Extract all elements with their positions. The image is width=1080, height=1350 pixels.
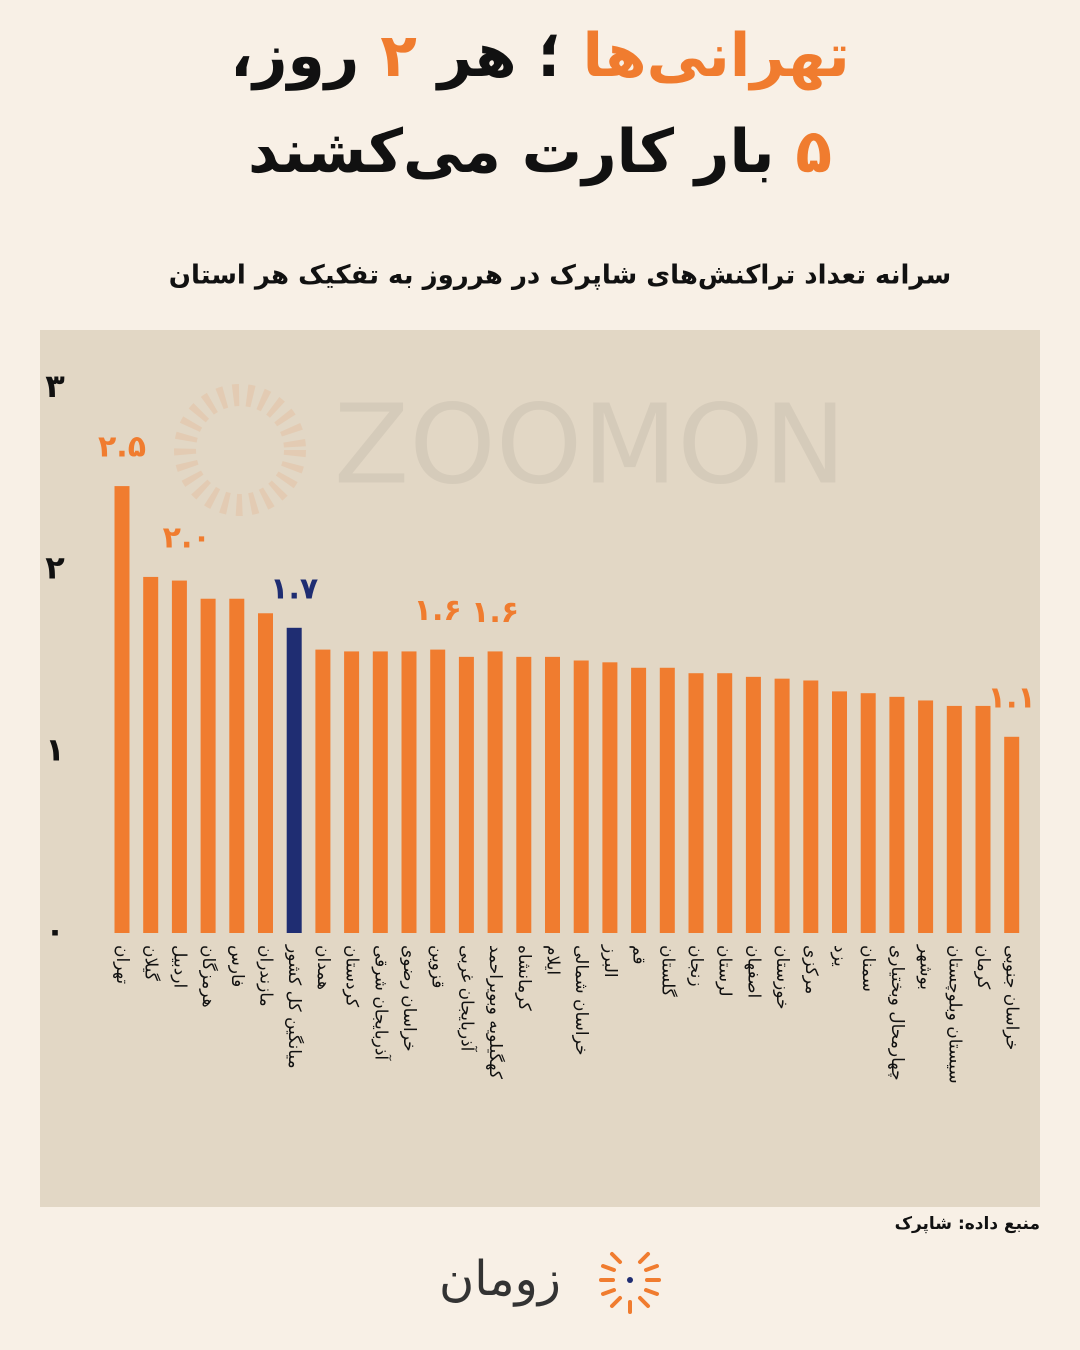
title-segment: ۵ bbox=[795, 117, 833, 187]
x-tick-label: میانگین کل کشور bbox=[284, 944, 305, 1069]
title-segment: ۲ bbox=[380, 21, 417, 91]
x-tick-label: سیستان وبلوچستان bbox=[944, 945, 964, 1084]
bar bbox=[344, 651, 360, 933]
bar bbox=[516, 656, 532, 933]
x-tick-label: کرمانشاه bbox=[514, 945, 534, 1012]
bar bbox=[401, 651, 417, 933]
subtitle: سرانه تعداد تراکنش‌های شاپرک در هرروز به… bbox=[169, 261, 951, 291]
bar bbox=[258, 613, 273, 933]
bar bbox=[860, 693, 876, 933]
bar bbox=[286, 627, 302, 933]
bar bbox=[889, 696, 905, 933]
title: تهرانی‌ها ؛ هر ۲ روز، ۵ بار کارت می‌کشند bbox=[0, 8, 1080, 200]
bar bbox=[717, 673, 733, 933]
x-tick-label: خوزستان bbox=[772, 945, 792, 1010]
watermark: ZOOMON bbox=[334, 380, 846, 508]
bar bbox=[229, 598, 245, 933]
bar bbox=[918, 700, 934, 933]
x-tick-label: آذربایجان غربی bbox=[456, 945, 478, 1053]
y-tick-label: ۰ bbox=[45, 912, 65, 950]
title-segment: ؛ هر bbox=[416, 21, 583, 91]
value-label: ۱.۶ bbox=[471, 595, 519, 630]
bar bbox=[803, 680, 819, 933]
y-tick-label: ۱ bbox=[45, 730, 65, 768]
bar bbox=[1004, 736, 1020, 933]
x-tick-label: البرز bbox=[600, 944, 620, 978]
x-tick-label: مرکزی bbox=[801, 945, 821, 994]
bar bbox=[545, 656, 560, 933]
x-tick-label: خراسان جنوبی bbox=[1002, 945, 1022, 1050]
x-tick-label: کردستان bbox=[342, 945, 362, 1008]
watermark-icon bbox=[174, 384, 306, 516]
x-tick-label: خراسان شمالی bbox=[571, 945, 591, 1056]
bar bbox=[659, 667, 675, 933]
x-tick-label: گیلان bbox=[141, 945, 162, 982]
value-label: ۱.۱ bbox=[988, 680, 1036, 715]
value-label: ۲.۰ bbox=[163, 520, 211, 555]
bar bbox=[171, 580, 187, 933]
x-tick-label: لرستان bbox=[715, 945, 735, 997]
x-tick-label: سمنان bbox=[858, 945, 878, 992]
x-tick-label: کرمان bbox=[973, 945, 993, 990]
x-tick-label: تهران bbox=[112, 945, 132, 984]
bar bbox=[774, 678, 790, 933]
logo-text: زومان bbox=[439, 1251, 561, 1307]
bar bbox=[430, 649, 446, 933]
bar bbox=[143, 576, 159, 933]
title-segment: تهرانی‌ها bbox=[582, 21, 850, 91]
x-tick-label: آذربایجان شرقی bbox=[370, 945, 392, 1061]
x-tick-label: مازندران bbox=[256, 945, 276, 1007]
value-label: ۱.۷ bbox=[270, 571, 318, 606]
x-tick-label: قزوین bbox=[428, 945, 448, 988]
x-tick-label: هرمزگان bbox=[198, 945, 219, 1008]
bar bbox=[832, 691, 847, 933]
x-tick-label: یزد bbox=[830, 945, 850, 967]
title-line: تهرانی‌ها ؛ هر ۲ روز، bbox=[0, 8, 1080, 104]
x-tick-label: خراسان رضوی bbox=[399, 945, 419, 1052]
x-tick-label: بوشهر bbox=[916, 944, 936, 990]
bar bbox=[602, 662, 618, 933]
value-label: ۱.۶ bbox=[414, 593, 462, 628]
bar bbox=[946, 705, 962, 933]
value-label: ۲.۵ bbox=[98, 430, 146, 465]
bar bbox=[573, 660, 589, 933]
title-segment: بار کارت می‌کشند bbox=[247, 117, 796, 187]
x-tick-label: زنجان bbox=[686, 945, 706, 987]
y-tick-label: ۲ bbox=[45, 549, 65, 587]
bar bbox=[688, 673, 704, 933]
bar bbox=[315, 649, 331, 933]
source: منبع داده: شاپرک bbox=[895, 1214, 1040, 1234]
x-tick-label: گلستان bbox=[657, 945, 678, 998]
title-segment: روز، bbox=[230, 21, 381, 91]
x-tick-label: چهارمحال وبختیاری bbox=[887, 945, 907, 1081]
bar bbox=[458, 656, 474, 933]
bar bbox=[745, 676, 761, 933]
x-tick-label: قم bbox=[629, 945, 649, 964]
x-tick-label: همدان bbox=[313, 945, 333, 990]
bar bbox=[114, 486, 130, 933]
bar bbox=[631, 667, 647, 933]
logo-icon bbox=[599, 1252, 661, 1314]
title-line: ۵ بار کارت می‌کشند bbox=[0, 104, 1080, 200]
x-tick-label: ایلام bbox=[543, 945, 563, 975]
bar bbox=[487, 651, 503, 933]
bar bbox=[372, 651, 388, 933]
x-tick-label: کهگیلویه وبویراحمد bbox=[485, 945, 506, 1080]
bar bbox=[200, 598, 216, 933]
y-tick-label: ۳ bbox=[45, 367, 65, 405]
x-tick-label: اردبیل bbox=[169, 945, 189, 988]
x-tick-label: فارس bbox=[227, 945, 247, 987]
x-tick-label: اصفهان bbox=[743, 945, 763, 998]
bar bbox=[975, 705, 991, 933]
